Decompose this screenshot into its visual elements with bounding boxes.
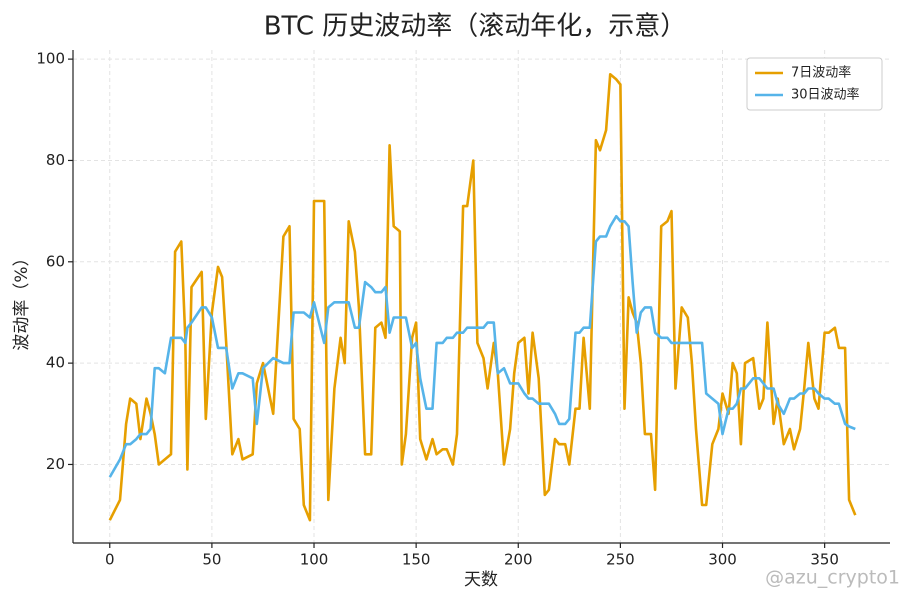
- legend-label: 30日波动率: [791, 87, 860, 103]
- x-tick-label: 100: [300, 551, 329, 569]
- x-tick-label: 50: [202, 551, 221, 569]
- legend-box: [746, 57, 883, 111]
- x-tick-label: 300: [708, 551, 737, 569]
- y-tick-label: 40: [46, 354, 65, 372]
- y-tick-label: 60: [46, 252, 65, 270]
- legend-label: 7日波动率: [791, 65, 851, 81]
- x-tick-label: 350: [810, 551, 839, 569]
- x-tick-label: 200: [504, 551, 533, 569]
- watermark: @azu_crypto1: [765, 567, 900, 589]
- x-tick-label: 150: [402, 551, 431, 569]
- x-tick-label: 250: [606, 551, 635, 569]
- line-series: [108, 214, 856, 478]
- x-tick-label: 0: [105, 551, 115, 569]
- chart-title: BTC 历史波动率（滚动年化，示意）: [264, 12, 687, 42]
- y-tick-label: 80: [46, 151, 65, 169]
- line-series: [108, 73, 857, 522]
- x-axis-label: 天数: [464, 570, 498, 590]
- y-tick-label: 20: [46, 455, 65, 473]
- y-tick-label: 100: [36, 50, 65, 68]
- y-axis-label: 波动率（%）: [12, 249, 32, 350]
